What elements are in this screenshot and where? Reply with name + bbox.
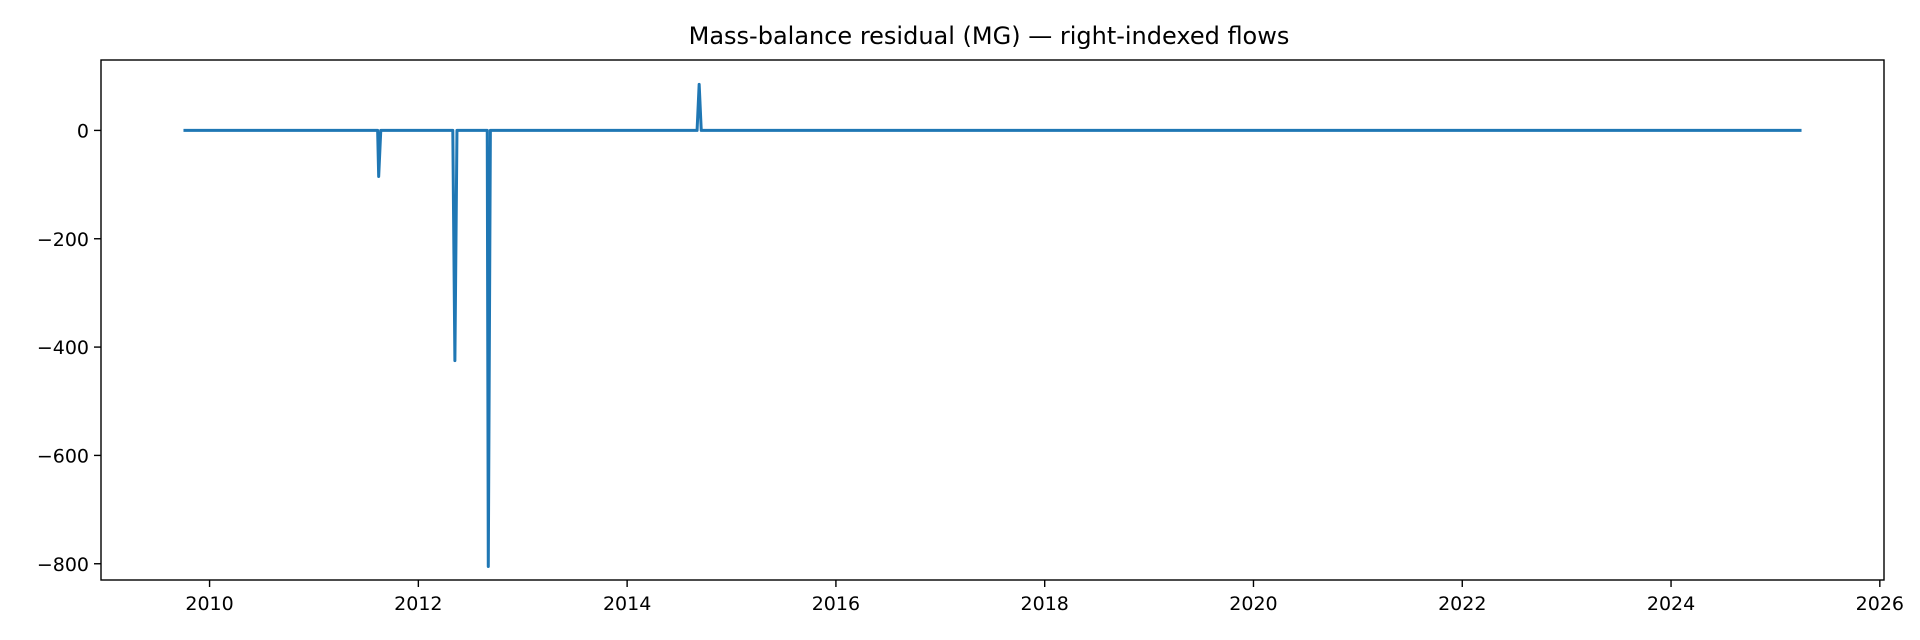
x-tick-label: 2020 xyxy=(1229,593,1277,615)
series-line-0 xyxy=(183,82,1802,568)
x-tick-label: 2024 xyxy=(1647,593,1695,615)
y-axis: 0 −200 −400 −600 −800 xyxy=(37,120,101,576)
y-tick-label: −400 xyxy=(37,337,89,359)
x-tick-label: 2018 xyxy=(1021,593,1069,615)
x-tick-label: 2026 xyxy=(1856,593,1904,615)
chart-title: Mass-balance residual (MG) — right-index… xyxy=(689,22,1290,50)
x-tick-label: 2022 xyxy=(1438,593,1486,615)
y-tick-label: −800 xyxy=(37,554,89,576)
x-tick-label: 2016 xyxy=(812,593,860,615)
x-axis: 2010 2012 2014 2016 2018 2020 2022 2024 2026 xyxy=(185,580,1904,615)
y-tick-label: −600 xyxy=(37,445,89,467)
y-tick-label: 0 xyxy=(77,120,89,142)
y-tick-label: −200 xyxy=(37,229,89,251)
x-tick-label: 2010 xyxy=(185,593,233,615)
plot-area xyxy=(183,82,1802,568)
x-tick-label: 2014 xyxy=(603,593,651,615)
x-tick-label: 2012 xyxy=(394,593,442,615)
axes-frame xyxy=(100,59,1885,581)
